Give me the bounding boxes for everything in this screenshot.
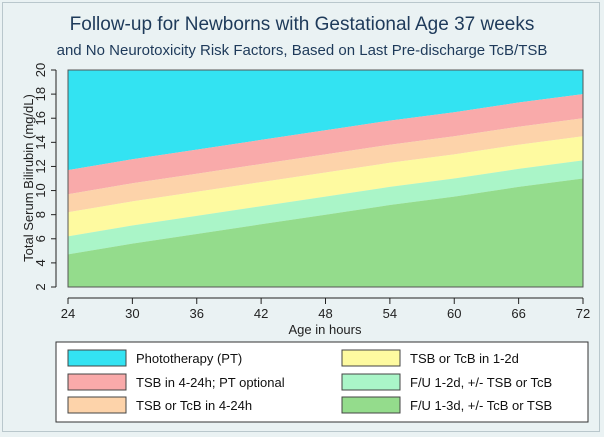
legend-swatch [341,396,401,414]
x-tick-label: 36 [190,306,204,321]
y-tick-label: 6 [33,235,48,242]
legend-swatch [67,349,127,367]
legend: Phototherapy (PT) TSB in 4-24h; PT option… [67,349,552,414]
x-tick-label: 24 [61,306,75,321]
plot-border [67,69,584,288]
x-tick-label: 42 [254,306,268,321]
y-tick-label: 8 [33,211,48,218]
band-4 [68,136,583,237]
chart-title: Follow-up for Newborns with Gestational … [70,14,535,35]
band-2 [68,94,583,195]
legend-label: TSB or TcB in 4-24h [136,398,252,413]
y-axis-label: Total Serum Bilirubin (mg/dL) [21,94,36,262]
x-tick-layer: 24 30 36 42 48 54 60 66 72 [61,298,590,321]
y-tick-label: 18 [33,87,48,101]
x-tick-label: 72 [576,306,590,321]
y-tick-label: 2 [33,283,48,290]
y-tick-layer: 2 4 6 8 10 12 14 16 18 20 [33,63,56,291]
band-6 [68,178,583,287]
x-tick-label: 66 [511,306,525,321]
chart-subtitle: and No Neurotoxicity Risk Factors, Based… [57,42,548,59]
band-layer [68,70,583,287]
y-tick-label: 12 [33,159,48,173]
y-tick-label: 10 [33,183,48,197]
band-1 [68,70,583,171]
y-tick-label: 20 [33,63,48,77]
legend-label: Phototherapy (PT) [136,351,242,366]
legend-label: TSB or TcB in 1-2d [410,351,519,366]
x-axis-label: Age in hours [289,322,362,337]
x-tick-label: 60 [447,306,461,321]
legend-swatch [67,373,127,391]
legend-label: F/U 1-3d, +/- TcB or TSB [410,398,552,413]
y-tick-label: 16 [33,111,48,125]
legend-label: TSB in 4-24h; PT optional [136,375,285,390]
legend-swatch [341,349,401,367]
legend-box [55,341,589,423]
x-tick-label: 30 [125,306,139,321]
y-tick-label: 4 [33,259,48,266]
band-3 [68,118,583,213]
x-tick-label: 48 [318,306,332,321]
y-tick-label: 14 [33,135,48,149]
legend-swatch [67,396,127,414]
band-5 [68,160,583,255]
legend-label: F/U 1-2d, +/- TSB or TcB [410,375,552,390]
legend-swatch [341,373,401,391]
x-tick-label: 54 [383,306,397,321]
